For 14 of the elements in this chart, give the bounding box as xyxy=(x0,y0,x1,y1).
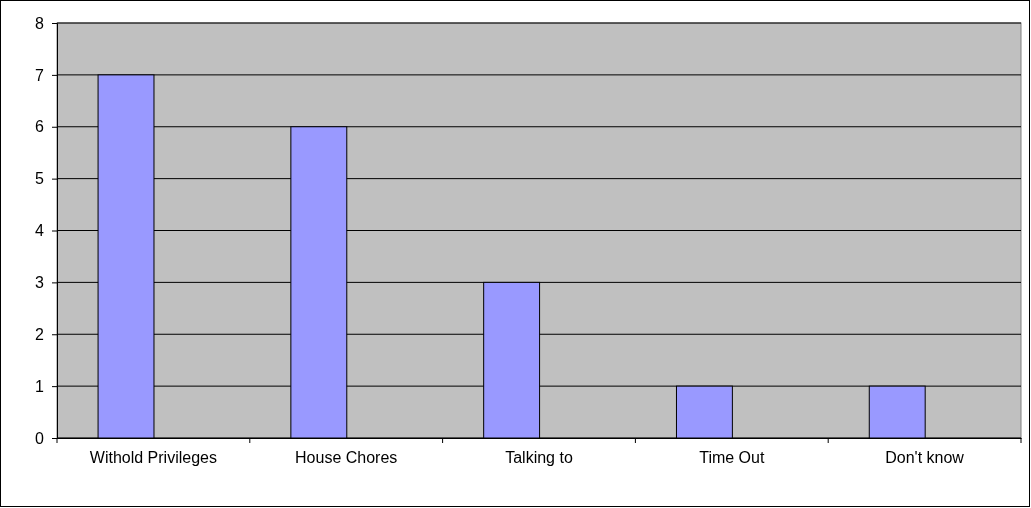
y-tick-label: 3 xyxy=(35,273,45,291)
y-tick-label: 2 xyxy=(35,325,45,343)
y-tick-label: 6 xyxy=(35,118,45,136)
x-tick-label: Time Out xyxy=(699,449,765,467)
y-tick-label: 8 xyxy=(35,14,45,32)
x-tick-label: Don't know xyxy=(885,449,965,467)
x-tick-label: Talking to xyxy=(505,449,573,467)
y-tick-label: 0 xyxy=(35,429,45,447)
y-tick-label: 5 xyxy=(35,170,45,188)
y-tick-label: 4 xyxy=(35,222,45,240)
x-tick-label: House Chores xyxy=(295,449,398,467)
y-tick-label: 1 xyxy=(35,377,45,395)
y-tick-label: 7 xyxy=(35,66,45,84)
x-tick-label: Withold Privileges xyxy=(89,449,217,467)
